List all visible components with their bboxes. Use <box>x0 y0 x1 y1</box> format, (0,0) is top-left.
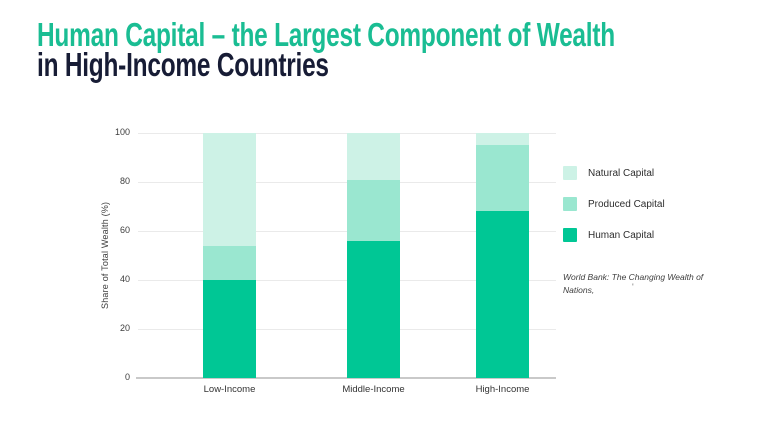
legend-swatch-natural-capital <box>563 166 577 180</box>
legend-label-human-capital: Human Capital <box>588 229 655 241</box>
y-tick-label-40: 40 <box>119 274 130 284</box>
stray-apostrophe-mark: ' <box>632 282 634 292</box>
y-tick-label-100: 100 <box>114 127 130 137</box>
y-tick-label-0: 0 <box>124 372 130 382</box>
bar-middle-income <box>347 133 400 378</box>
bar-segment-human-capital <box>203 280 256 378</box>
legend-swatch-human-capital <box>563 228 577 242</box>
x-axis-label-low-income: Low-Income <box>203 384 256 395</box>
x-axis-label-high-income: High-Income <box>475 384 530 395</box>
bar-high-income <box>476 133 529 378</box>
bar-segment-natural-capital <box>476 133 529 146</box>
bar-low-income <box>203 133 256 378</box>
title-line-1: Human Capital – the Largest Component of… <box>37 16 615 53</box>
legend-label-natural-capital: Natural Capital <box>588 167 655 179</box>
legend-item-natural-capital: Natural Capital <box>563 166 665 180</box>
y-axis-title: Share of Total Wealth (%) <box>100 201 110 310</box>
legend-label-produced-capital: Produced Capital <box>588 198 665 210</box>
y-tick-label-20: 20 <box>119 323 130 333</box>
bar-segment-human-capital <box>347 240 400 378</box>
legend-swatch-produced-capital <box>563 197 577 211</box>
bar-segment-produced-capital <box>476 145 529 212</box>
bar-segment-produced-capital <box>203 245 256 280</box>
page-title: Human Capital – the Largest Component of… <box>37 16 718 83</box>
bar-segment-human-capital <box>476 211 529 378</box>
y-tick-label-60: 60 <box>119 225 130 235</box>
legend: Natural Capital Produced Capital Human Cap… <box>563 166 665 242</box>
legend-item-human-capital: Human Capital <box>563 228 665 242</box>
source-line-2: Nations, <box>563 285 595 295</box>
y-tick-label-80: 80 <box>119 176 130 186</box>
bar-segment-natural-capital <box>203 133 256 246</box>
title-line-2: in High-Income Countries <box>37 46 329 83</box>
source-citation: World Bank: The Changing Wealth of Natio… <box>563 271 725 297</box>
source-line-1: World Bank: The Changing Wealth of <box>563 272 704 282</box>
bar-segment-natural-capital <box>347 133 400 180</box>
plot-area: 0 20 40 60 80 100 Low-Income Middle-Income High-… <box>115 127 556 395</box>
legend-item-produced-capital: Produced Capital <box>563 197 665 211</box>
bar-segment-produced-capital <box>347 179 400 241</box>
x-axis-line <box>136 377 556 379</box>
x-axis-label-middle-income: Middle-Income <box>342 384 405 395</box>
